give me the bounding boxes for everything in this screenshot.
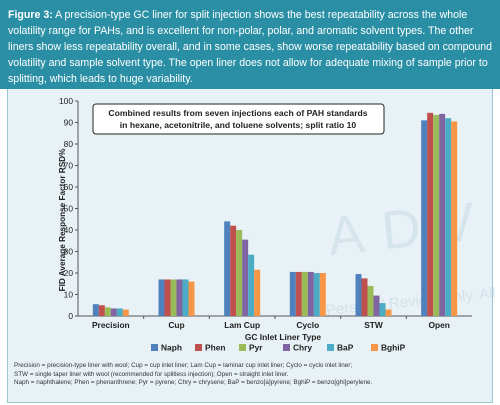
y-tick-label: 30 bbox=[64, 247, 74, 257]
x-tick-label: Precision bbox=[92, 320, 130, 330]
bar-phen-precision bbox=[98, 305, 105, 316]
bar-bghip-lam-cup bbox=[254, 269, 261, 316]
bar-naph-stw bbox=[355, 274, 362, 316]
legend-label-naph: Naph bbox=[161, 343, 182, 353]
bar-pyr-stw bbox=[367, 285, 374, 316]
annotation-line-2: in hexane, acetonitrile, and toluene sol… bbox=[120, 120, 357, 130]
bar-chry-lam-cup bbox=[242, 239, 249, 316]
caption-text: A precision-type GC liner for split inje… bbox=[8, 9, 493, 85]
bar-phen-stw bbox=[361, 278, 368, 316]
bar-phen-lam-cup bbox=[230, 225, 237, 316]
bar-bap-precision bbox=[116, 308, 123, 316]
bar-bghip-cyclo bbox=[319, 273, 326, 316]
chart-axes: 0 10 20 30 40 50 60 70 80 90 100 Precision Cup Lam Cu… bbox=[59, 96, 472, 330]
chart-annotation: Combined results from seven injections e… bbox=[92, 103, 385, 135]
x-tick-label: Cup bbox=[168, 320, 184, 330]
annotation-box bbox=[92, 103, 385, 135]
bar-chry-cyclo bbox=[307, 271, 314, 316]
watermark-text: For Personal Review Only. All Rights Res… bbox=[299, 272, 500, 322]
chart-legend: Naph Phen Pyr Chry BaP BghiP bbox=[151, 343, 406, 353]
footnote-line-2: STW = single taper liner with wool (reco… bbox=[14, 370, 289, 378]
bar-bap-lam-cup bbox=[248, 254, 255, 316]
bar-naph-open bbox=[421, 120, 428, 316]
bar-bap-stw bbox=[379, 303, 386, 316]
watermark: ADV For Personal Review Only. All Rights… bbox=[299, 190, 500, 322]
bar-bap-cyclo bbox=[313, 273, 320, 316]
bar-pyr-precision bbox=[104, 307, 111, 316]
legend-label-phen: Phen bbox=[205, 343, 225, 353]
bar-chry-stw bbox=[373, 295, 380, 316]
bar-bap-cup bbox=[182, 279, 189, 316]
y-tick-label: 40 bbox=[64, 225, 74, 235]
legend-swatch-bap bbox=[327, 344, 334, 351]
annotation-line-1: Combined results from seven injections e… bbox=[108, 108, 367, 118]
legend-label-bap: BaP bbox=[337, 343, 354, 353]
chart-panel bbox=[7, 89, 493, 403]
x-axis-title: GC Inlet Liner Type bbox=[245, 332, 322, 342]
bar-phen-cyclo bbox=[295, 271, 302, 316]
y-tick-label: 90 bbox=[64, 118, 74, 128]
footnote-line-1: Precision = precision-type liner with wo… bbox=[14, 362, 353, 369]
bar-chry-open bbox=[439, 113, 446, 317]
y-tick-label: 60 bbox=[64, 182, 74, 192]
bar-bghip-stw bbox=[385, 309, 392, 316]
figure-label: Figure 3: bbox=[8, 9, 53, 21]
y-tick-label: 70 bbox=[64, 161, 74, 171]
legend-label-pyr: Pyr bbox=[249, 343, 263, 353]
y-tick-label: 80 bbox=[64, 139, 74, 149]
bar-pyr-cup bbox=[170, 279, 177, 316]
x-tick-label: Lam Cup bbox=[224, 320, 260, 330]
bar-bghip-cup bbox=[188, 281, 195, 316]
bar-naph-cyclo bbox=[289, 271, 296, 316]
legend-label-chry: Chry bbox=[293, 343, 312, 353]
x-tick-label: STW bbox=[364, 320, 383, 330]
bar-chry-cup bbox=[176, 279, 183, 316]
bar-bghip-precision bbox=[122, 309, 129, 316]
x-tick-label: Cyclo bbox=[296, 320, 319, 330]
y-axis-title: FID Average Response Factor RSD% bbox=[58, 148, 67, 291]
bar-chry-precision bbox=[110, 308, 117, 316]
legend-swatch-chry bbox=[283, 344, 290, 351]
y-tick-label: 10 bbox=[64, 290, 74, 300]
bar-naph-lam-cup bbox=[224, 221, 231, 316]
bar-bghip-open bbox=[451, 121, 458, 316]
legend-swatch-naph bbox=[151, 344, 158, 351]
bar-phen-open bbox=[427, 112, 434, 316]
bar-pyr-open bbox=[433, 114, 440, 316]
legend-swatch-pyr bbox=[239, 344, 246, 351]
figure-caption: Figure 3: A precision-type GC liner for … bbox=[8, 7, 494, 87]
y-tick-label: 50 bbox=[64, 204, 74, 214]
bar-phen-cup bbox=[164, 279, 171, 316]
legend-swatch-phen bbox=[195, 344, 202, 351]
bar-bap-open bbox=[445, 118, 452, 316]
legend-label-bghip: BghiP bbox=[381, 343, 406, 353]
bar-naph-cup bbox=[158, 279, 165, 316]
bar-pyr-lam-cup bbox=[236, 230, 243, 316]
footnote-line-3: Naph = naphthalene; Phen = phenanthrene;… bbox=[14, 379, 373, 387]
x-tick-label: Open bbox=[428, 320, 449, 330]
y-tick-label: 0 bbox=[68, 311, 73, 321]
caption-banner: Figure 3: A precision-type GC liner for … bbox=[0, 0, 500, 89]
legend-swatch-bghip bbox=[371, 344, 378, 351]
watermark-brand: ADV bbox=[325, 190, 495, 267]
bar-pyr-cyclo bbox=[301, 271, 308, 316]
chart-bars bbox=[92, 112, 458, 317]
footnote: Precision = precision-type liner with wo… bbox=[14, 362, 490, 388]
bar-naph-precision bbox=[92, 304, 99, 316]
y-tick-label: 100 bbox=[59, 96, 73, 106]
y-tick-label: 20 bbox=[64, 268, 74, 278]
